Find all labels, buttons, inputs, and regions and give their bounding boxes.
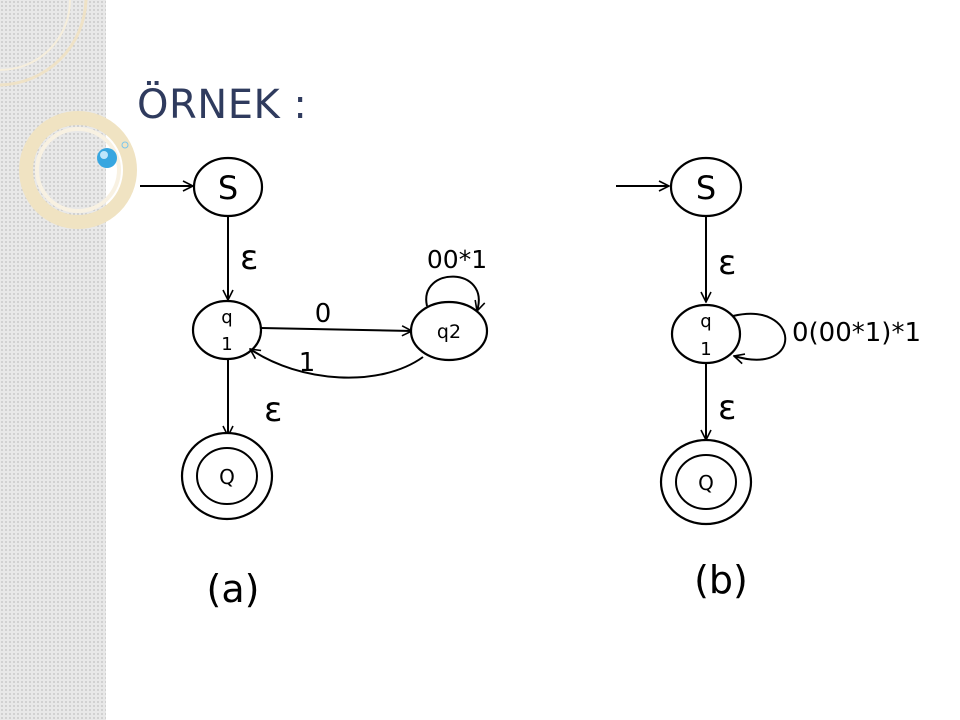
diagram-a: S ε q 1 0 1 q2 00*1 ε Q (a): [140, 156, 489, 611]
state-q1-label-bottom: 1: [221, 334, 232, 355]
slide-title: ÖRNEK :: [137, 82, 308, 128]
edge-s-q1-label: ε: [718, 243, 736, 283]
state-q2: [409, 300, 489, 362]
state-s-label: S: [218, 169, 238, 207]
edge-q2-loop-label: 00*1: [427, 245, 487, 274]
state-q1-label-bottom: 1: [700, 339, 711, 360]
edge-q1-loop: [733, 312, 787, 360]
state-q1-label-top: q: [700, 311, 711, 332]
edge-s-q1-label: ε: [240, 238, 258, 278]
state-s-label: S: [696, 169, 716, 207]
decorative-arc-inner: [0, 0, 71, 71]
state-final-label: Q: [698, 471, 714, 495]
state-q1-label-top: q: [221, 307, 232, 328]
edge-q2-q1-label: 1: [299, 348, 316, 378]
edge-q2-q1: [250, 349, 424, 379]
decorative-bubble-highlight: [100, 151, 108, 159]
caption-a: (a): [207, 567, 260, 611]
state-final-inner: [675, 454, 737, 510]
decorative-rings: [0, 0, 137, 229]
diagram-b: S ε q 1 0(00*1)*1 ε Q (b): [616, 156, 921, 602]
edge-q1-q2-label: 0: [315, 299, 332, 329]
decorative-bubble-small: [121, 141, 129, 149]
edge-q1-loop-label: 0(00*1)*1: [792, 318, 921, 348]
decorative-ring-inner: [35, 127, 121, 213]
edge-q1-final-label: ε: [718, 388, 736, 428]
edge-q2-loop: [425, 275, 479, 311]
state-final-label: Q: [219, 465, 235, 489]
edge-q1-q2: [260, 328, 412, 331]
state-q2-label: q2: [437, 321, 461, 343]
edge-q1-final-label: ε: [264, 390, 282, 430]
decorative-arc: [0, 0, 88, 87]
state-final-inner: [196, 447, 258, 505]
decorative-ring: [19, 111, 137, 229]
caption-b: (b): [694, 558, 748, 602]
